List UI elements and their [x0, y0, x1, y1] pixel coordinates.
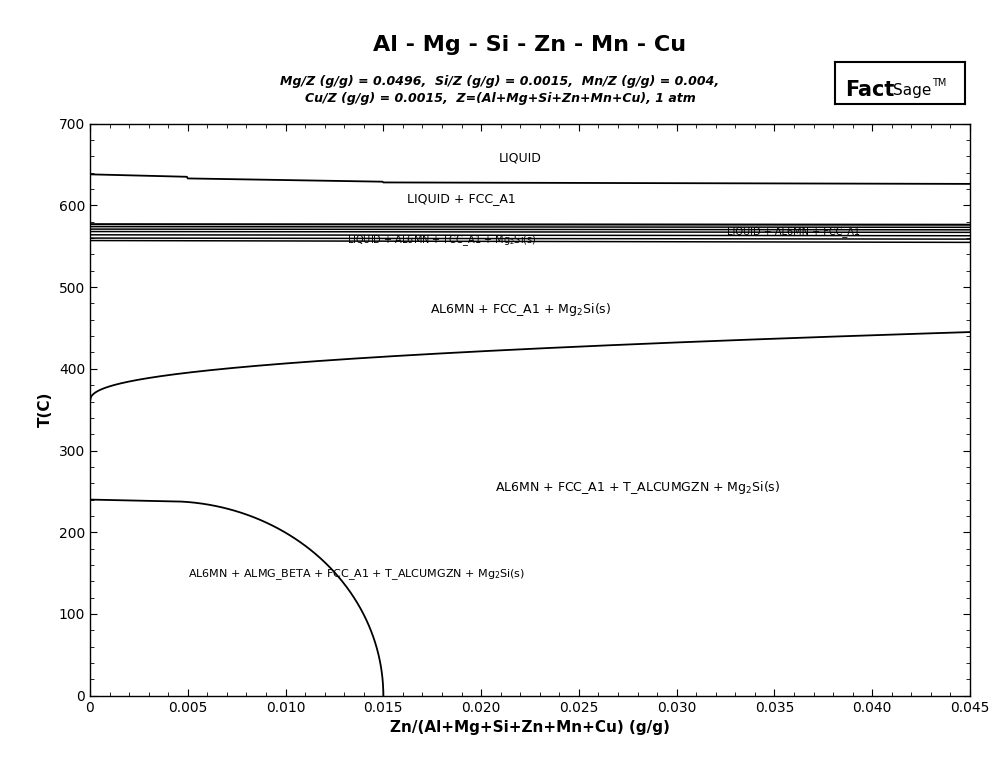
Text: Fact: Fact [845, 80, 894, 100]
Title: Al - Mg - Si - Zn - Mn - Cu: Al - Mg - Si - Zn - Mn - Cu [373, 36, 687, 56]
Text: AL6MN + ALMG_BETA + FCC_A1 + T_ALCUMGZN + Mg$_2$Si(s): AL6MN + ALMG_BETA + FCC_A1 + T_ALCUMGZN … [188, 567, 525, 582]
Y-axis label: T(C): T(C) [38, 392, 53, 427]
Text: TM: TM [932, 78, 946, 87]
Text: LIQUID + FCC_A1: LIQUID + FCC_A1 [407, 192, 516, 206]
X-axis label: Zn/(Al+Mg+Si+Zn+Mn+Cu) (g/g): Zn/(Al+Mg+Si+Zn+Mn+Cu) (g/g) [390, 720, 670, 735]
Text: Mg/Z (g/g) = 0.0496,  Si/Z (g/g) = 0.0015,  Mn/Z (g/g) = 0.004,: Mg/Z (g/g) = 0.0496, Si/Z (g/g) = 0.0015… [280, 75, 720, 87]
Text: Cu/Z (g/g) = 0.0015,  Z=(Al+Mg+Si+Zn+Mn+Cu), 1 atm: Cu/Z (g/g) = 0.0015, Z=(Al+Mg+Si+Zn+Mn+C… [305, 92, 695, 104]
Text: LIQUID: LIQUID [499, 152, 542, 165]
Text: LIQUID + AL6MN + FCC_A1: LIQUID + AL6MN + FCC_A1 [727, 226, 860, 237]
Text: Sage: Sage [893, 83, 931, 98]
Text: AL6MN + FCC_A1 + Mg$_2$Si(s): AL6MN + FCC_A1 + Mg$_2$Si(s) [430, 301, 611, 318]
Text: LIQUID + AL6MN + FCC_A1 + Mg$_2$Si(s): LIQUID + AL6MN + FCC_A1 + Mg$_2$Si(s) [347, 233, 537, 248]
Text: AL6MN + FCC_A1 + T_ALCUMGZN + Mg$_2$Si(s): AL6MN + FCC_A1 + T_ALCUMGZN + Mg$_2$Si(s… [495, 478, 780, 495]
